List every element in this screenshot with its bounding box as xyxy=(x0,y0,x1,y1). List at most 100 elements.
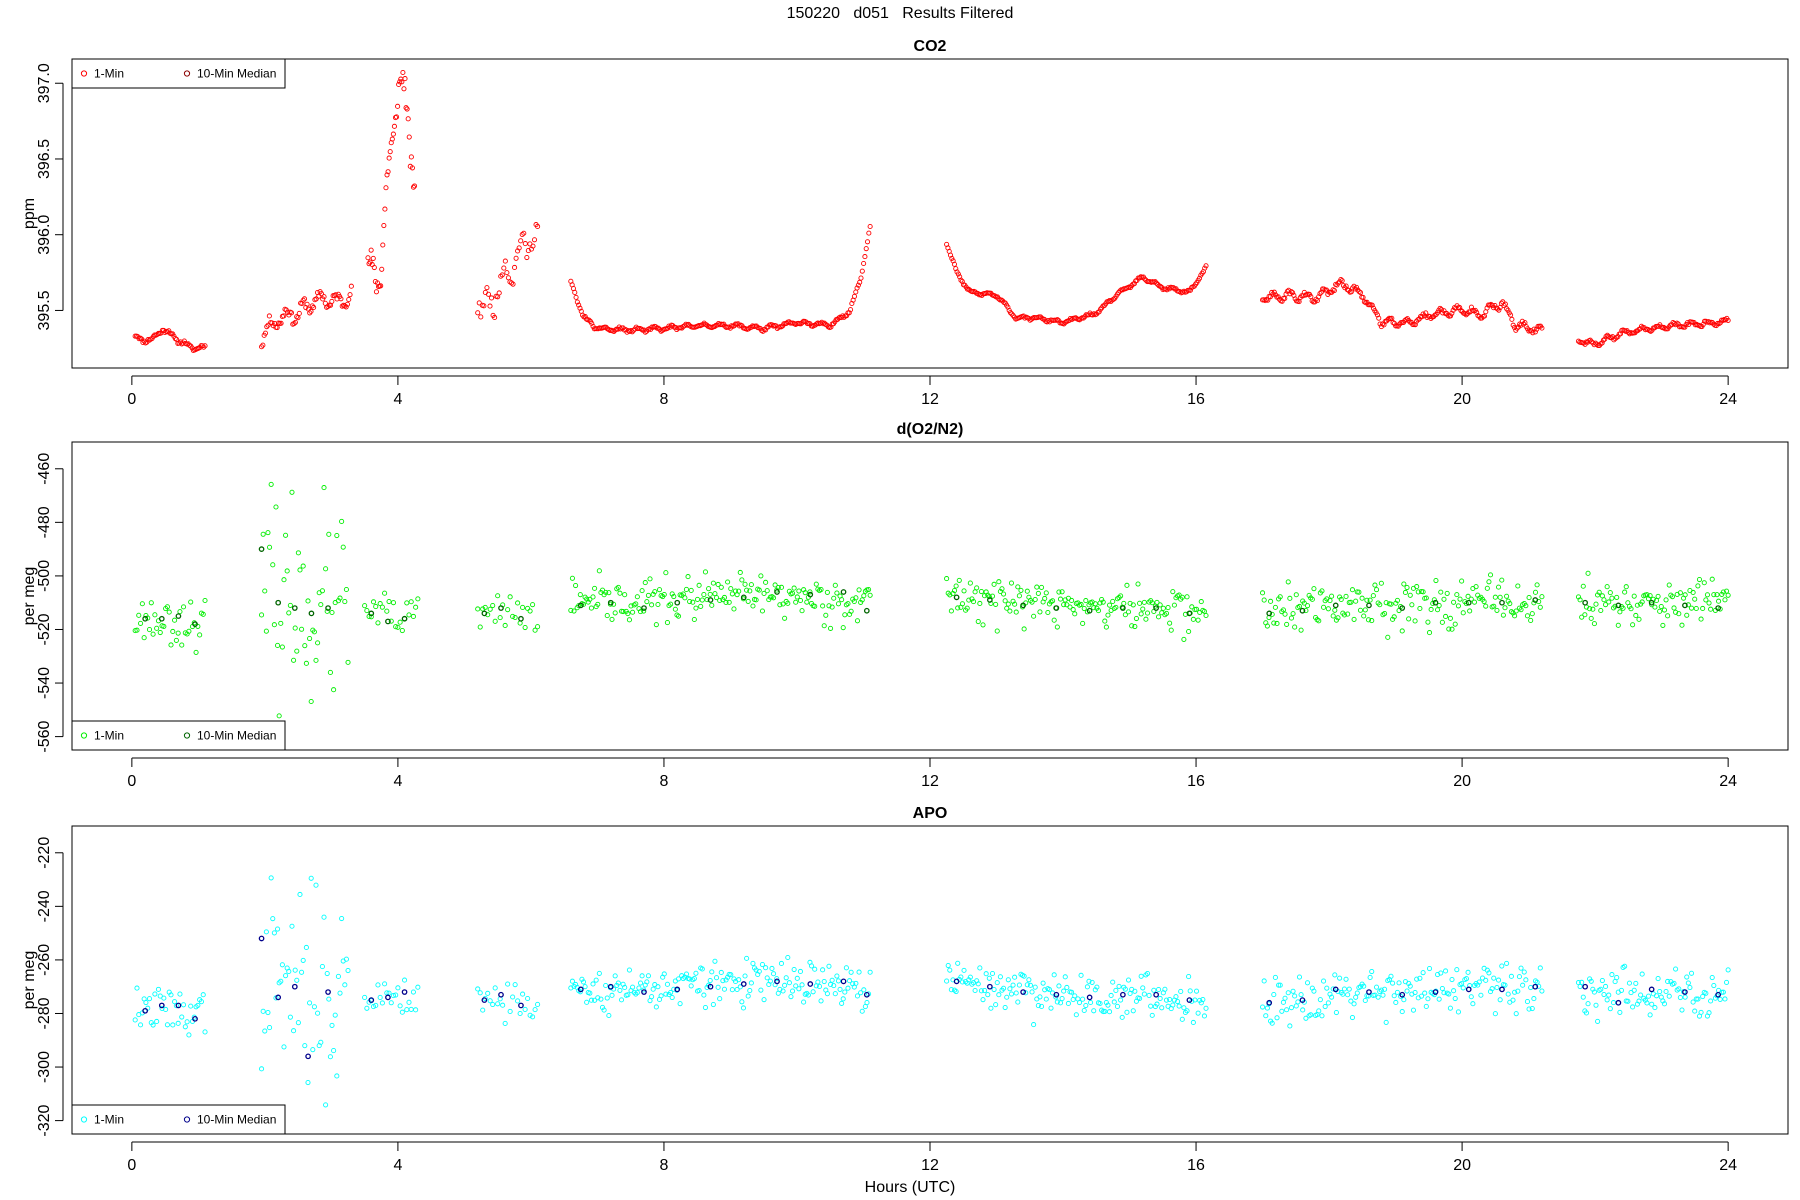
data-point xyxy=(1593,1002,1599,1008)
data-point xyxy=(1324,985,1330,991)
data-point xyxy=(266,313,272,319)
data-point xyxy=(393,624,399,630)
data-point xyxy=(663,991,669,997)
y-tick-label: -500 xyxy=(36,560,53,592)
data-point xyxy=(1693,996,1699,1002)
data-point xyxy=(1649,1001,1655,1007)
data-point xyxy=(278,620,284,626)
data-point xyxy=(510,281,516,287)
data-point xyxy=(994,980,1000,986)
x-tick-label: 8 xyxy=(660,1157,669,1174)
data-point xyxy=(1122,986,1128,992)
data-point xyxy=(1693,605,1699,612)
data-point xyxy=(507,1008,513,1014)
data-point xyxy=(953,583,959,589)
data-point xyxy=(1468,304,1474,310)
data-point xyxy=(502,622,508,629)
data-point xyxy=(522,624,528,631)
data-point xyxy=(805,992,811,998)
data-point xyxy=(1634,602,1640,608)
data-point xyxy=(143,1000,149,1006)
data-point xyxy=(1696,576,1703,583)
data-point xyxy=(413,604,419,610)
data-point xyxy=(758,987,764,993)
data-point xyxy=(824,589,830,595)
data-point xyxy=(625,992,631,998)
data-point xyxy=(763,327,769,333)
data-point xyxy=(804,990,810,997)
median-point xyxy=(1615,602,1622,609)
data-point xyxy=(1170,589,1176,595)
data-point xyxy=(1636,998,1642,1004)
data-point xyxy=(840,996,846,1002)
data-point xyxy=(1119,1014,1125,1020)
data-point xyxy=(377,994,383,1001)
data-point xyxy=(1378,580,1384,586)
data-point xyxy=(1682,324,1688,330)
data-point xyxy=(1725,592,1731,598)
y-tick-label: -260 xyxy=(36,944,53,976)
data-point xyxy=(961,588,967,594)
data-point xyxy=(1706,600,1712,606)
data-point xyxy=(1105,1002,1111,1008)
data-point xyxy=(571,608,577,614)
data-point xyxy=(520,604,526,611)
data-point xyxy=(1419,314,1425,320)
data-point xyxy=(1596,589,1602,595)
data-point xyxy=(1409,602,1415,608)
data-point xyxy=(839,597,845,603)
data-point xyxy=(577,305,583,311)
data-point xyxy=(1378,987,1384,993)
data-point xyxy=(1625,998,1631,1004)
data-point xyxy=(346,296,352,303)
data-point xyxy=(818,586,824,593)
data-point xyxy=(281,577,287,583)
x-tick-label: 16 xyxy=(1187,1157,1205,1174)
data-point xyxy=(275,926,281,932)
data-point xyxy=(1113,604,1119,610)
data-point xyxy=(1325,1000,1331,1006)
x-tick-label: 12 xyxy=(921,1157,939,1174)
data-point xyxy=(1665,978,1671,985)
data-point xyxy=(710,580,716,586)
data-point xyxy=(387,149,393,155)
data-point xyxy=(400,69,406,76)
data-point xyxy=(1308,294,1314,300)
data-point xyxy=(796,588,802,594)
data-point xyxy=(490,1001,496,1008)
legend-marker xyxy=(80,732,88,739)
data-point xyxy=(1394,989,1400,995)
data-point xyxy=(783,975,789,981)
data-point xyxy=(276,713,282,719)
data-point xyxy=(1369,968,1375,975)
data-point xyxy=(1499,963,1505,969)
data-point xyxy=(1106,602,1113,608)
data-point xyxy=(1083,598,1089,604)
data-point xyxy=(966,597,972,603)
data-point xyxy=(368,247,374,253)
data-point xyxy=(1133,615,1139,622)
data-point xyxy=(1260,590,1266,596)
data-point xyxy=(683,586,689,593)
y-tick-label: 397.0 xyxy=(36,63,53,103)
median-point xyxy=(518,1002,524,1009)
data-point xyxy=(1483,603,1489,609)
data-point xyxy=(321,294,327,300)
x-tick-label: 8 xyxy=(660,773,669,790)
data-point xyxy=(996,296,1002,302)
data-point xyxy=(1280,999,1286,1005)
data-point xyxy=(1359,595,1365,601)
data-point xyxy=(1296,603,1303,610)
data-point xyxy=(1532,589,1539,595)
data-point xyxy=(1607,590,1613,596)
data-point xyxy=(496,290,502,296)
data-point xyxy=(1639,971,1645,977)
data-point xyxy=(1692,1008,1698,1014)
data-point xyxy=(1272,974,1278,980)
data-point xyxy=(1303,1015,1309,1021)
median-point xyxy=(1153,605,1159,611)
data-point xyxy=(1687,985,1693,991)
data-point xyxy=(579,976,585,982)
data-point xyxy=(740,1005,747,1011)
data-point xyxy=(1124,1009,1130,1015)
